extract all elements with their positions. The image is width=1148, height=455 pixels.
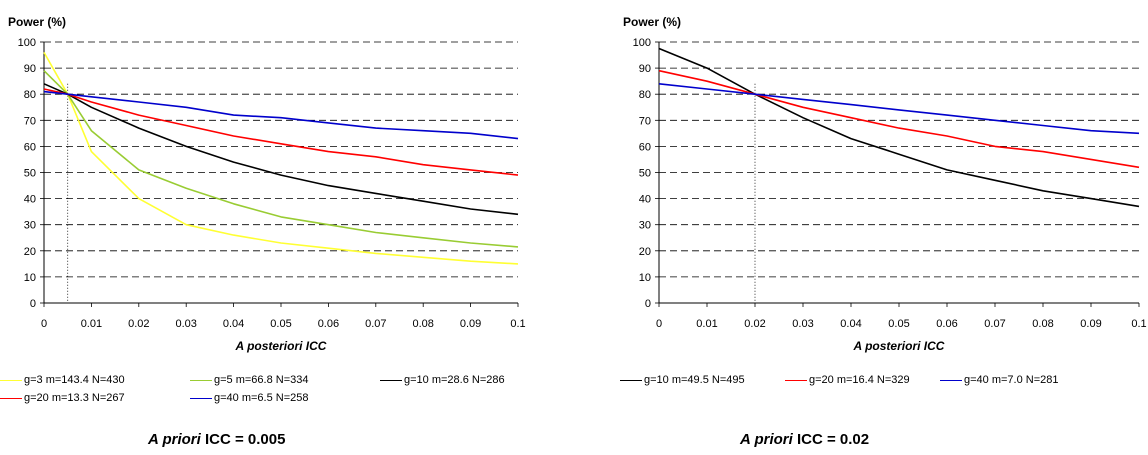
y-tick-label: 50 <box>639 168 651 180</box>
series-line-1 <box>43 52 519 265</box>
y-tick-label: 40 <box>639 194 651 206</box>
x-tick-label: 0.01 <box>696 318 717 330</box>
legend-item: g=3 m=143.4 N=430 <box>0 374 125 386</box>
chart-panel-left: Power (%) 0 10 20 30 40 50 60 70 80 90 100 0 0.01 0.02… <box>0 0 560 455</box>
legend-label: g=10 m=49.5 N=495 <box>644 374 745 386</box>
series-line-3 <box>43 83 519 216</box>
x-tick-label: 0.03 <box>792 318 813 330</box>
caption-right-rest: ICC = 0.02 <box>792 431 870 448</box>
power-chart-right: Power (%) 0 10 20 30 40 50 60 70 80 90 100 0 0.01 0.02… <box>623 15 1147 353</box>
legend-label: g=20 m=16.4 N=329 <box>809 374 910 386</box>
y-tick-label: 90 <box>639 63 651 75</box>
y-axis-label: Power (%) <box>623 15 681 29</box>
x-tick-label: 0.03 <box>175 318 196 330</box>
caption-right-italic: A priori <box>740 431 793 448</box>
x-axis-label: A posteriori ICC <box>235 339 327 353</box>
series-line-3 <box>658 83 1140 135</box>
y-tick-label: 90 <box>24 63 36 75</box>
x-axis-label: A posteriori ICC <box>853 339 945 353</box>
y-tick-label: 80 <box>24 89 36 101</box>
y-tick-label: 30 <box>24 220 36 232</box>
legend-swatch <box>190 397 212 399</box>
x-tick-label: 0.05 <box>888 318 909 330</box>
power-chart-left: Power (%) 0 10 20 30 40 50 60 70 80 90 100 0 0.01 0.02… <box>8 15 526 353</box>
y-tick-label: 0 <box>30 298 36 310</box>
caption-left-rest: ICC = 0.005 <box>200 431 286 448</box>
caption-right: A priori ICC = 0.02 <box>740 431 869 448</box>
y-tick-label: 60 <box>639 141 651 153</box>
legend-item: g=5 m=66.8 N=334 <box>190 374 309 386</box>
caption-left: A priori ICC = 0.005 <box>148 431 285 448</box>
legend-item: g=20 m=13.3 N=267 <box>0 392 125 404</box>
legend-item: g=10 m=28.6 N=286 <box>380 374 505 386</box>
x-tick-label: 0.04 <box>840 318 861 330</box>
x-tick-label: 0.07 <box>365 318 386 330</box>
legend-label: g=40 m=6.5 N=258 <box>214 392 309 404</box>
chart-panel-right: Power (%) 0 10 20 30 40 50 60 70 80 90 100 0 0.01 0.02… <box>620 0 1148 455</box>
y-tick-label: 50 <box>24 168 36 180</box>
x-tick-label: 0.04 <box>223 318 244 330</box>
x-tick-label: 0.07 <box>984 318 1005 330</box>
y-tick-label: 70 <box>24 115 36 127</box>
legend-swatch <box>940 379 962 381</box>
series-line-1 <box>658 47 1140 208</box>
y-tick-label: 40 <box>24 194 36 206</box>
legend-item: g=40 m=6.5 N=258 <box>190 392 309 404</box>
x-tick-label: 0.09 <box>1080 318 1101 330</box>
y-tick-label: 20 <box>639 246 651 258</box>
legend-label: g=3 m=143.4 N=430 <box>24 374 125 386</box>
legend-item: g=10 m=49.5 N=495 <box>620 374 745 386</box>
x-tick-label: 0.1 <box>1131 318 1146 330</box>
y-tick-label: 0 <box>645 298 651 310</box>
legend-swatch <box>620 379 642 381</box>
legend-left: g=3 m=143.4 N=430 g=5 m=66.8 N=334 g=10 m=… <box>0 370 560 410</box>
y-tick-label: 80 <box>639 89 651 101</box>
series-line-4 <box>43 88 519 176</box>
legend-label: g=40 m=7.0 N=281 <box>964 374 1059 386</box>
y-tick-label: 10 <box>639 272 651 284</box>
y-tick-label: 10 <box>24 272 36 284</box>
x-tick-label: 0.06 <box>936 318 957 330</box>
legend-swatch <box>785 379 807 381</box>
legend-swatch <box>380 379 402 381</box>
series-line-5 <box>43 90 519 140</box>
legend-swatch <box>0 379 22 381</box>
series-line-2 <box>43 70 519 248</box>
y-axis-label: Power (%) <box>8 15 66 29</box>
legend-right: g=10 m=49.5 N=495 g=20 m=16.4 N=329 g=40 m… <box>620 370 1148 390</box>
series-line-2 <box>658 69 1140 169</box>
legend-item: g=40 m=7.0 N=281 <box>940 374 1059 386</box>
x-tick-label: 0 <box>656 318 662 330</box>
y-tick-label: 30 <box>639 220 651 232</box>
legend-swatch <box>190 379 212 381</box>
x-tick-label: 0.06 <box>318 318 339 330</box>
x-tick-label: 0.08 <box>1032 318 1053 330</box>
y-tick-label: 100 <box>18 37 36 49</box>
x-tick-label: 0.01 <box>81 318 102 330</box>
legend-label: g=20 m=13.3 N=267 <box>24 392 125 404</box>
legend-label: g=10 m=28.6 N=286 <box>404 374 505 386</box>
y-tick-label: 100 <box>633 37 651 49</box>
y-tick-label: 70 <box>639 115 651 127</box>
caption-left-italic: A priori <box>148 431 201 448</box>
x-tick-label: 0.1 <box>510 318 525 330</box>
x-tick-label: 0.08 <box>412 318 433 330</box>
x-tick-label: 0.05 <box>270 318 291 330</box>
legend-swatch <box>0 397 22 399</box>
x-tick-label: 0.02 <box>744 318 765 330</box>
legend-item: g=20 m=16.4 N=329 <box>785 374 910 386</box>
x-tick-label: 0.02 <box>128 318 149 330</box>
legend-label: g=5 m=66.8 N=334 <box>214 374 309 386</box>
x-tick-label: 0.09 <box>460 318 481 330</box>
y-tick-label: 20 <box>24 246 36 258</box>
x-tick-label: 0 <box>41 318 47 330</box>
y-tick-label: 60 <box>24 141 36 153</box>
